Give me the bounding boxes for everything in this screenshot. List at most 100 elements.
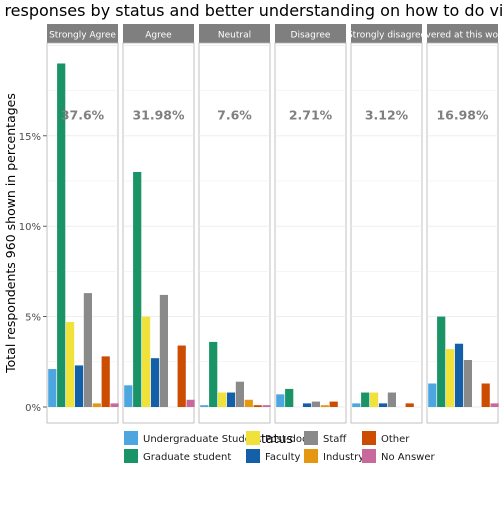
- facet-total-label: 37.6%: [61, 108, 105, 123]
- bar: [150, 358, 160, 407]
- bar: [361, 392, 370, 407]
- facet-strip: [275, 24, 346, 43]
- legend-swatch: [304, 431, 318, 445]
- bar: [490, 403, 499, 407]
- bar: [57, 63, 66, 407]
- facet-strip-label: Agree: [145, 31, 172, 41]
- bar: [262, 405, 271, 407]
- legend-label: Other: [381, 434, 410, 445]
- bar: [226, 392, 236, 407]
- legend-swatch: [362, 431, 376, 445]
- facet-total-label: 2.71%: [289, 108, 333, 123]
- facet-total-label: 3.12%: [365, 108, 409, 123]
- legend-item: Faculty: [246, 449, 300, 463]
- bar: [124, 385, 133, 407]
- bar: [320, 405, 329, 407]
- legend-label: Post-doc: [265, 434, 308, 445]
- facet-strip: [351, 24, 422, 43]
- bar: [370, 392, 379, 407]
- facet-panel: Not covered at this workshop 16.98%: [396, 24, 504, 424]
- facet-strip-label: Disagree: [291, 31, 331, 41]
- bar: [387, 392, 396, 407]
- legend-item: Staff: [304, 431, 347, 445]
- chart-title: Post-survey responses by status and bett…: [0, 1, 504, 20]
- legend-label: Industry: [323, 452, 364, 463]
- legend-swatch: [246, 431, 260, 445]
- y-tick-label: 5%: [25, 313, 41, 324]
- facet-strip-label: Not covered at this workshop: [396, 31, 504, 41]
- bar: [66, 322, 75, 407]
- bar: [200, 405, 209, 407]
- bar: [101, 356, 110, 407]
- facet-panel: Strongly disagree 3.12%: [347, 24, 427, 424]
- facet-total-label: 16.98%: [436, 108, 489, 123]
- y-tick-label: 10%: [19, 222, 41, 233]
- legend-swatch: [362, 449, 376, 463]
- bar: [405, 403, 414, 407]
- facet-strip: [427, 24, 498, 43]
- facet-total-label: 7.6%: [217, 108, 252, 123]
- y-tick-label: 0%: [25, 403, 41, 414]
- legend-swatch: [124, 431, 138, 445]
- bar: [218, 392, 227, 407]
- bar: [352, 403, 361, 407]
- facet-panels: Strongly Agree 37.6% Agree 31.98% Neutral 7.6…: [46, 24, 504, 424]
- facet-panel-background: [274, 42, 347, 424]
- bar: [311, 401, 320, 407]
- legend-label: Staff: [323, 434, 347, 445]
- facet-panel: Strongly Agree 37.6%: [46, 24, 119, 424]
- legend-label: Graduate student: [143, 452, 231, 463]
- facet-strip-label: Strongly disagree: [347, 31, 427, 41]
- bar: [463, 359, 472, 407]
- bar: [177, 345, 186, 407]
- legend-label: Undergraduate Student: [143, 434, 261, 445]
- y-axis-label: Total respondents 960 shown in percentag…: [3, 93, 18, 374]
- legend-swatch: [124, 449, 138, 463]
- bar: [285, 388, 294, 407]
- bar: [428, 383, 437, 407]
- y-tick-label: 15%: [19, 132, 41, 143]
- bar: [142, 316, 151, 407]
- bar: [48, 369, 57, 407]
- facet-panel-background: [350, 42, 423, 424]
- bar: [244, 399, 253, 407]
- legend-item: No Answer: [362, 449, 435, 463]
- facet-panel: Agree 31.98%: [122, 24, 195, 424]
- bar: [378, 403, 388, 407]
- bar: [92, 403, 101, 407]
- legend-item: Other: [362, 431, 410, 445]
- facet-strip: [199, 24, 270, 43]
- y-axis: 0% 5% 10% 15%: [19, 132, 47, 414]
- bar: [133, 171, 142, 407]
- bar: [302, 403, 312, 407]
- facet-total-label: 31.98%: [132, 108, 185, 123]
- bar: [454, 343, 464, 407]
- bar: [446, 349, 455, 407]
- bar: [159, 294, 168, 407]
- bar: [110, 403, 119, 407]
- legend-item: Industry: [304, 449, 364, 463]
- facet-strip-label: Neutral: [218, 31, 251, 41]
- bar: [74, 365, 84, 407]
- legend-item: Post-doc: [246, 431, 308, 445]
- bar: [209, 341, 218, 407]
- legend-swatch: [304, 449, 318, 463]
- bar: [329, 401, 338, 407]
- facet-strip: [47, 24, 118, 43]
- facet-strip: [123, 24, 194, 43]
- legend: Undergraduate Student Graduate student Pos…: [124, 431, 435, 463]
- legend-label: No Answer: [381, 452, 435, 463]
- bar: [437, 316, 446, 407]
- facet-strip-label: Strongly Agree: [49, 31, 116, 41]
- bar: [276, 394, 285, 407]
- legend-item: Undergraduate Student: [124, 431, 261, 445]
- legend-item: Graduate student: [124, 449, 231, 463]
- bar: [481, 383, 490, 407]
- bar: [186, 399, 195, 407]
- x-axis-label: Status: [253, 431, 293, 446]
- facet-panel: Disagree 2.71%: [274, 24, 347, 424]
- bar: [253, 405, 262, 407]
- legend-label: Faculty: [265, 452, 300, 463]
